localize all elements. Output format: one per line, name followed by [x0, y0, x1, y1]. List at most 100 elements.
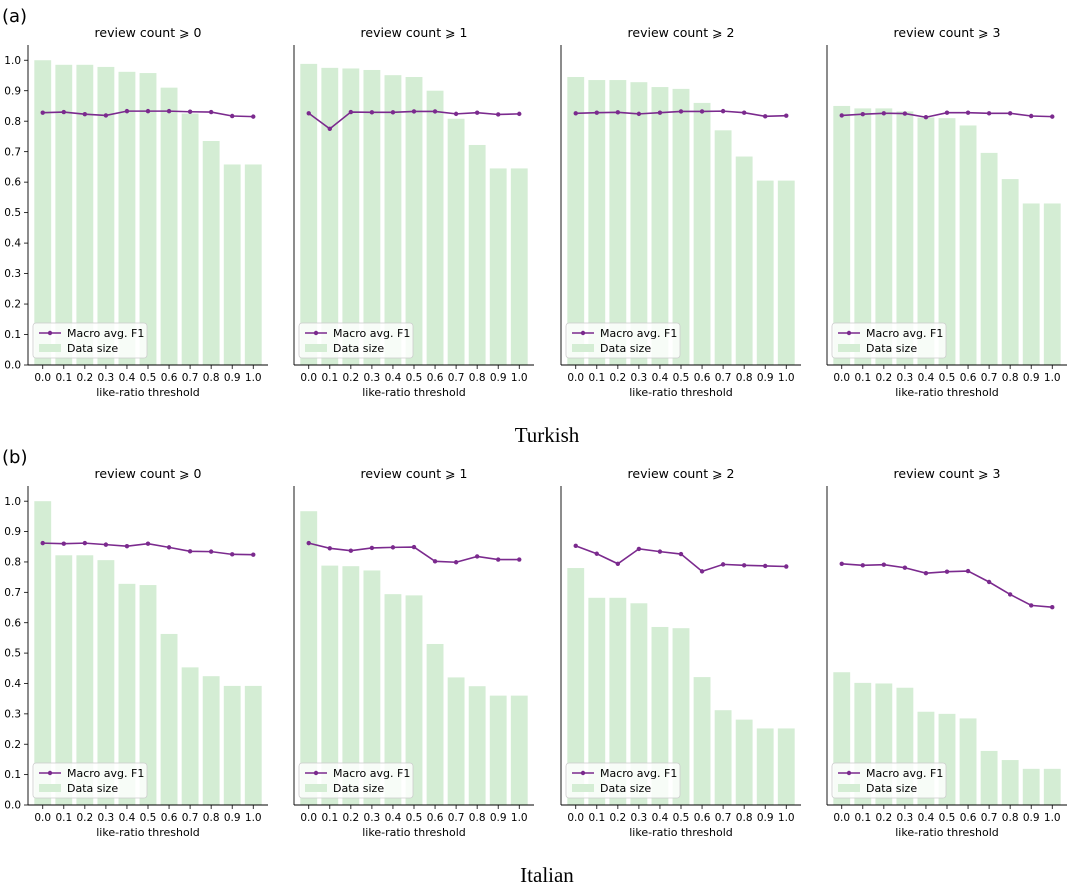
f1-point-0.3 — [636, 546, 642, 552]
caption-turkish: Turkish — [515, 423, 580, 447]
legend-bar-label: Data size — [333, 342, 384, 355]
x-tick-label: 0.4 — [385, 812, 402, 824]
f1-point-0.8 — [741, 110, 747, 115]
f1-point-0.3 — [369, 110, 375, 115]
bar-0.7 — [714, 130, 732, 365]
chart-title: review count ⩾ 3 — [894, 25, 1001, 40]
legend-line-label: Macro avg. F1 — [600, 767, 677, 780]
x-axis-label: like-ratio threshold — [629, 386, 733, 399]
f1-point-0.6 — [965, 568, 971, 574]
f1-point-0.8 — [474, 110, 480, 115]
legend-bar-label: Data size — [600, 782, 651, 795]
legend-box — [831, 322, 947, 359]
bar-0.1 — [321, 67, 339, 365]
x-tick-label: 0.9 — [757, 812, 774, 824]
legend-bar-label: Data size — [866, 342, 917, 355]
f1-point-0.1 — [860, 563, 865, 568]
chart-panel-0-3: 0.0 0.1 0.2 0.3 0.4 0.5 0.6 0.7 0.8 0.9 1.0 like-ra… — [826, 25, 1067, 399]
legend-line-marker — [313, 330, 319, 336]
bar-0.7 — [181, 667, 199, 805]
x-tick-label: 0.2 — [76, 372, 93, 384]
bar-0.1 — [588, 597, 606, 805]
x-tick-label: 0.9 — [490, 372, 507, 384]
x-tick-label: 0.0 — [34, 372, 51, 384]
y-tick-label: 0.6 — [4, 177, 21, 189]
x-tick-label: 0.7 — [182, 372, 199, 384]
f1-point-0.0 — [839, 561, 844, 566]
bar-0.7 — [980, 152, 998, 365]
bar-0.8 — [468, 144, 486, 365]
f1-point-0.1 — [594, 110, 599, 115]
y-tick-label: 0.8 — [4, 557, 21, 569]
bar-0.6 — [426, 643, 444, 805]
bar-0.8 — [735, 156, 753, 365]
f1-point-1.0 — [1050, 605, 1055, 610]
bar-0.6 — [160, 87, 178, 366]
x-tick-label: 0.1 — [588, 372, 605, 384]
y-tick-label: 0.9 — [4, 85, 21, 97]
f1-point-0.1 — [860, 111, 865, 117]
bar-0.6 — [959, 718, 977, 805]
y-tick-label: 0.5 — [4, 207, 21, 219]
legend-line-label: Macro avg. F1 — [333, 327, 410, 340]
f1-point-0.0 — [40, 540, 45, 546]
y-tick-label: 0.0 — [4, 360, 21, 372]
f1-point-0.4 — [124, 543, 130, 549]
x-tick-label: 0.2 — [342, 372, 359, 384]
f1-point-0.2 — [348, 548, 354, 553]
f1-point-0.3 — [369, 545, 375, 551]
bar-0.3 — [896, 111, 914, 365]
f1-point-0.7 — [187, 109, 193, 114]
bar-0.2 — [342, 566, 360, 805]
bar-0.4 — [118, 71, 136, 366]
bar-0.2 — [875, 108, 893, 365]
bar-0.0 — [34, 501, 52, 805]
bar-0.7 — [447, 677, 465, 805]
bar-1.0 — [1043, 768, 1061, 805]
x-tick-label: 0.7 — [981, 372, 998, 384]
chart-title: review count ⩾ 1 — [361, 25, 468, 40]
bar-0.0 — [300, 511, 318, 805]
f1-point-0.2 — [82, 111, 88, 117]
bar-0.3 — [630, 82, 648, 365]
legend-bar-swatch — [39, 784, 61, 792]
legend-box — [298, 322, 414, 359]
x-tick-label: 0.7 — [448, 372, 465, 384]
x-tick-label: 0.4 — [918, 812, 935, 824]
f1-point-0.5 — [411, 544, 417, 550]
bar-0.4 — [384, 594, 402, 805]
f1-point-0.7 — [453, 111, 459, 117]
x-axis-label: like-ratio threshold — [362, 826, 466, 839]
bar-0.4 — [118, 583, 136, 805]
f1-point-0.2 — [615, 561, 621, 566]
bar-0.2 — [76, 555, 94, 805]
x-tick-label: 1.0 — [245, 372, 262, 384]
bar-0.7 — [714, 710, 732, 805]
f1-point-0.5 — [145, 108, 151, 114]
x-tick-label: 0.6 — [960, 812, 977, 824]
chart-title: review count ⩾ 0 — [95, 25, 202, 40]
x-tick-label: 0.4 — [652, 812, 669, 824]
legend-line-marker — [580, 330, 586, 336]
x-tick-label: 0.6 — [427, 812, 444, 824]
f1-point-0.3 — [902, 111, 908, 116]
x-tick-label: 0.5 — [140, 812, 157, 824]
bar-0.0 — [34, 60, 52, 365]
legend-line-marker — [313, 770, 319, 776]
bar-0.7 — [980, 750, 998, 805]
chart-panel-1-3: 0.0 0.1 0.2 0.3 0.4 0.5 0.6 0.7 0.8 0.9 1.0 like-ra… — [826, 466, 1067, 839]
bar-0.1 — [588, 80, 606, 366]
bar-0.4 — [384, 75, 402, 366]
x-tick-label: 0.1 — [55, 372, 72, 384]
x-tick-label: 0.9 — [757, 372, 774, 384]
bar-0.6 — [693, 102, 711, 366]
bar-0.5 — [672, 88, 690, 365]
f1-point-0.1 — [61, 109, 66, 115]
y-tick-label: 0.3 — [4, 268, 21, 280]
x-tick-label: 0.9 — [224, 812, 241, 824]
legend-box — [565, 762, 681, 799]
chart-title: review count ⩾ 2 — [628, 466, 735, 481]
y-tick-label: 0.3 — [4, 708, 21, 720]
chart-panel-0-2: 0.0 0.1 0.2 0.3 0.4 0.5 0.6 0.7 0.8 0.9 1.0 like-ra… — [560, 25, 801, 399]
f1-point-0.8 — [208, 549, 214, 554]
